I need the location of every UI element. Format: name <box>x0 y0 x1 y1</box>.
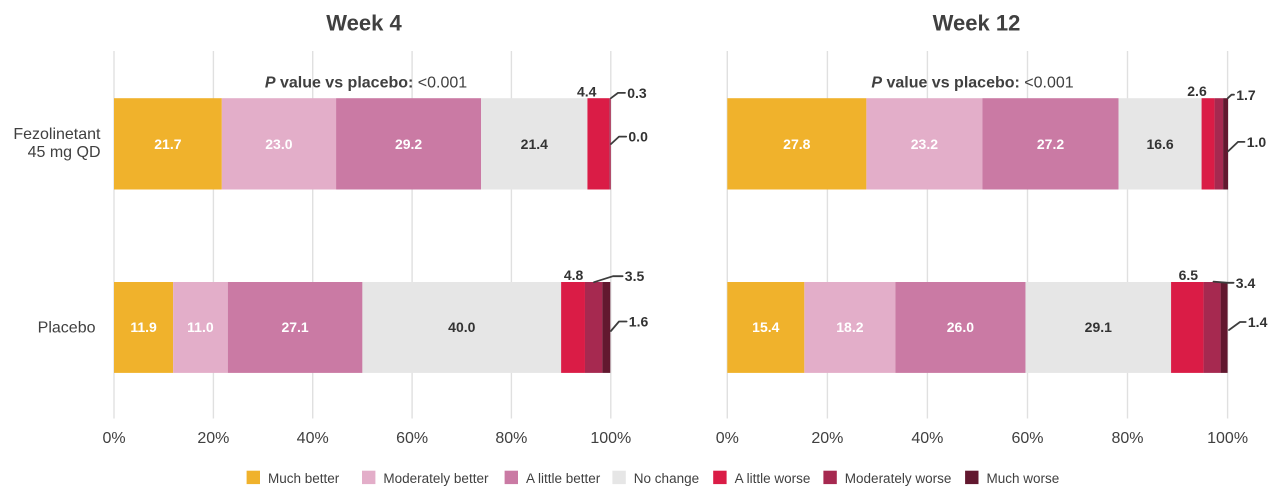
svg-text:20%: 20% <box>811 430 843 447</box>
svg-text:0.3: 0.3 <box>627 85 647 101</box>
svg-text:11.0: 11.0 <box>187 319 214 335</box>
svg-text:Week 4: Week 4 <box>326 11 402 36</box>
svg-text:3.4: 3.4 <box>1236 275 1256 291</box>
svg-text:Fezolinetant: Fezolinetant <box>13 126 101 143</box>
svg-text:Much worse: Much worse <box>987 471 1060 486</box>
svg-text:Moderately better: Moderately better <box>383 471 489 486</box>
svg-text:60%: 60% <box>1011 430 1043 447</box>
svg-text:27.2: 27.2 <box>1037 136 1064 152</box>
svg-text:0%: 0% <box>716 430 739 447</box>
svg-text:1.6: 1.6 <box>629 314 649 330</box>
svg-text:27.1: 27.1 <box>281 319 308 335</box>
svg-text:1.7: 1.7 <box>1236 87 1256 103</box>
svg-text:A little better: A little better <box>526 471 601 486</box>
svg-text:21.4: 21.4 <box>521 136 548 152</box>
svg-text:23.2: 23.2 <box>911 136 938 152</box>
svg-text:100%: 100% <box>590 430 631 447</box>
svg-text:11.9: 11.9 <box>130 319 157 335</box>
svg-text:40%: 40% <box>297 430 329 447</box>
svg-text:40%: 40% <box>911 430 943 447</box>
svg-text:80%: 80% <box>495 430 527 447</box>
svg-text:3.5: 3.5 <box>625 268 645 284</box>
svg-text:0%: 0% <box>102 430 125 447</box>
svg-text:29.2: 29.2 <box>395 136 422 152</box>
svg-text:45 mg QD: 45 mg QD <box>28 144 101 161</box>
svg-text:16.6: 16.6 <box>1146 136 1173 152</box>
svg-text:15.4: 15.4 <box>752 319 779 335</box>
svg-text:Much better: Much better <box>268 471 340 486</box>
svg-text:29.1: 29.1 <box>1085 319 1112 335</box>
svg-text:40.0: 40.0 <box>448 319 475 335</box>
svg-text:Week 12: Week 12 <box>933 11 1021 36</box>
svg-text:A little worse: A little worse <box>735 471 811 486</box>
svg-text:4.8: 4.8 <box>564 267 584 283</box>
svg-text:20%: 20% <box>197 430 229 447</box>
svg-text:0.0: 0.0 <box>628 129 648 145</box>
svg-text:Placebo: Placebo <box>38 319 96 336</box>
svg-text:1.0: 1.0 <box>1247 134 1267 150</box>
svg-text:1.4: 1.4 <box>1248 314 1268 330</box>
svg-text:18.2: 18.2 <box>836 319 863 335</box>
svg-text:23.0: 23.0 <box>265 136 292 152</box>
svg-text:Moderately worse: Moderately worse <box>845 471 952 486</box>
svg-text:60%: 60% <box>396 430 428 447</box>
svg-text:4.4: 4.4 <box>577 84 597 100</box>
svg-text:No change: No change <box>634 471 699 486</box>
svg-text:2.6: 2.6 <box>1187 83 1207 99</box>
svg-text:6.5: 6.5 <box>1179 267 1199 283</box>
svg-text:26.0: 26.0 <box>947 319 974 335</box>
svg-text:80%: 80% <box>1111 430 1143 447</box>
svg-text:27.8: 27.8 <box>783 136 810 152</box>
svg-text:P value vs placebo: <0.001: P value vs placebo: <0.001 <box>871 74 1073 91</box>
svg-text:P value vs placebo: <0.001: P value vs placebo: <0.001 <box>265 74 467 91</box>
svg-text:100%: 100% <box>1207 430 1248 447</box>
svg-text:21.7: 21.7 <box>154 136 181 152</box>
